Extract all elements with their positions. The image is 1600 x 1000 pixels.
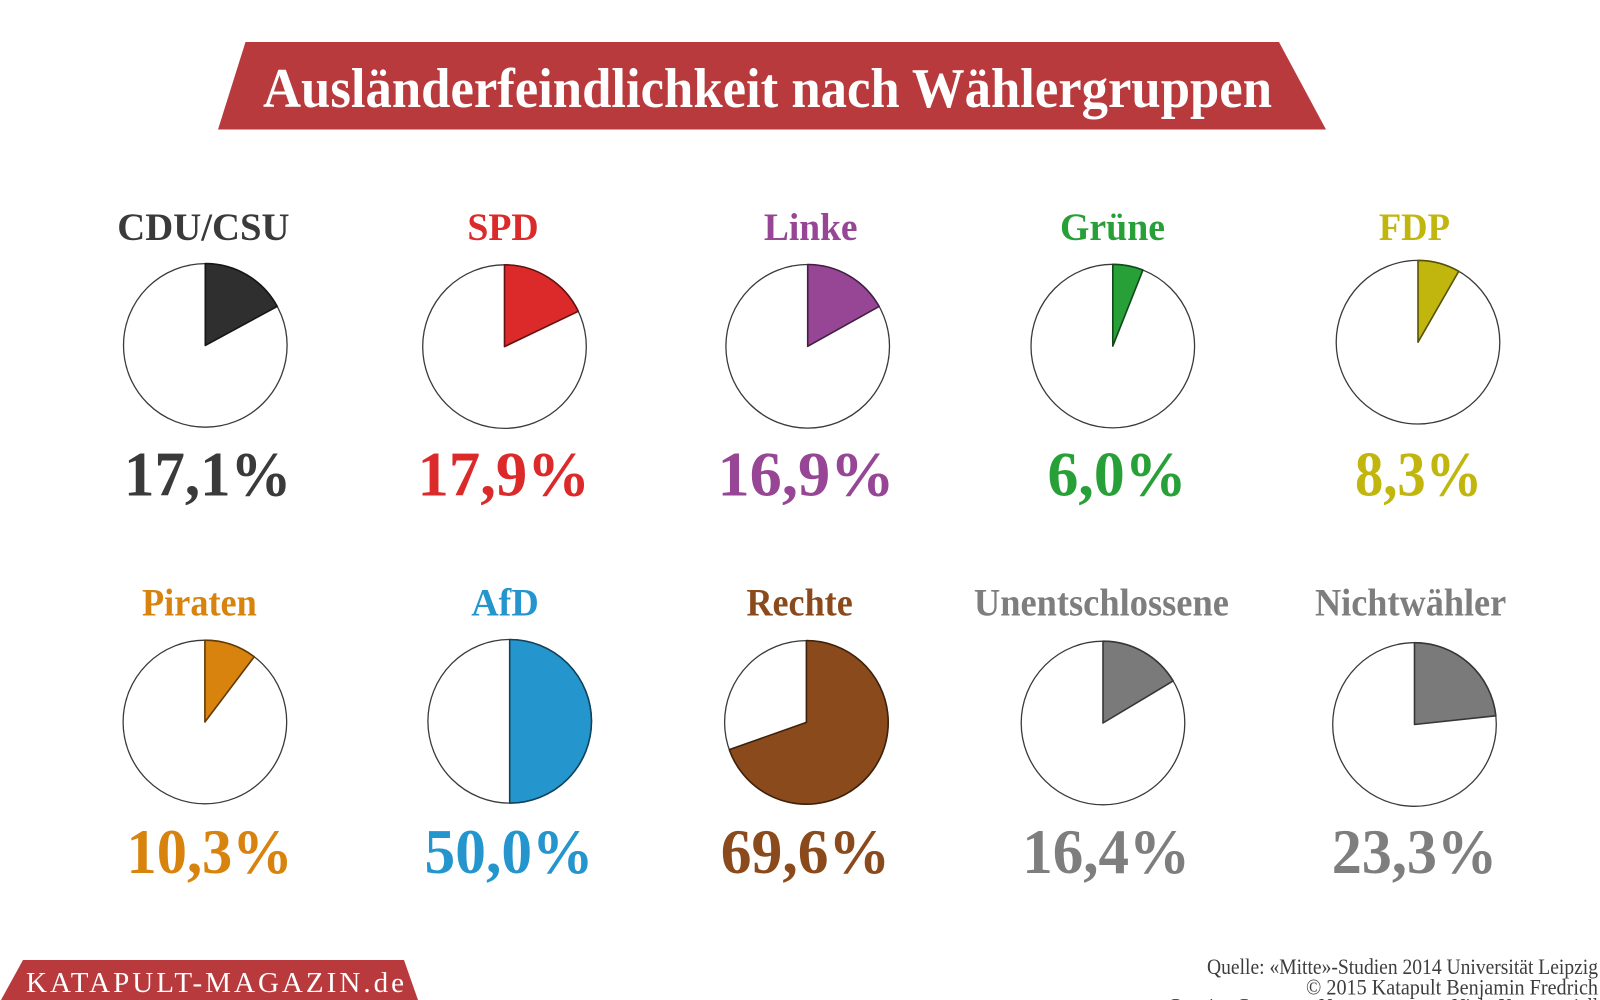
svg-text:Rechte: Rechte bbox=[746, 582, 852, 625]
svg-text:Nichtwähler: Nichtwähler bbox=[1315, 582, 1506, 625]
svg-text:16,9%: 16,9% bbox=[718, 439, 895, 510]
svg-text:17,1%: 17,1% bbox=[124, 439, 291, 510]
svg-text:Piraten: Piraten bbox=[142, 582, 257, 625]
svg-text:17,9%: 17,9% bbox=[418, 439, 590, 510]
svg-text:Creative Commons Namensnennung: Creative Commons Namensnennung-Nicht Kom… bbox=[1168, 994, 1598, 1000]
svg-text:KATAPULT-MAGAZIN.de: KATAPULT-MAGAZIN.de bbox=[26, 967, 404, 999]
svg-text:Ausländerfeindlichkeit nach Wä: Ausländerfeindlichkeit nach Wählergruppe… bbox=[263, 58, 1272, 120]
svg-text:SPD: SPD bbox=[467, 206, 538, 249]
svg-text:AfD: AfD bbox=[471, 582, 539, 625]
svg-text:Linke: Linke bbox=[764, 206, 858, 249]
svg-text:Grüne: Grüne bbox=[1060, 206, 1165, 249]
svg-text:Quelle: «Mitte»-Studien 2014 U: Quelle: «Mitte»-Studien 2014 Universität… bbox=[1207, 954, 1598, 979]
svg-text:8,3%: 8,3% bbox=[1355, 439, 1482, 510]
svg-text:© 2015 Katapult Benjamin Fredr: © 2015 Katapult Benjamin Fredrich bbox=[1306, 974, 1598, 999]
svg-text:23,3%: 23,3% bbox=[1332, 816, 1497, 887]
svg-text:Unentschlossene: Unentschlossene bbox=[974, 582, 1229, 625]
svg-text:CDU/CSU: CDU/CSU bbox=[117, 206, 289, 249]
svg-text:69,6%: 69,6% bbox=[721, 816, 890, 887]
svg-text:10,3%: 10,3% bbox=[127, 816, 293, 887]
svg-text:16,4%: 16,4% bbox=[1022, 816, 1190, 887]
svg-text:FDP: FDP bbox=[1379, 206, 1450, 249]
svg-text:50,0%: 50,0% bbox=[425, 816, 594, 887]
svg-text:6,0%: 6,0% bbox=[1048, 439, 1187, 510]
